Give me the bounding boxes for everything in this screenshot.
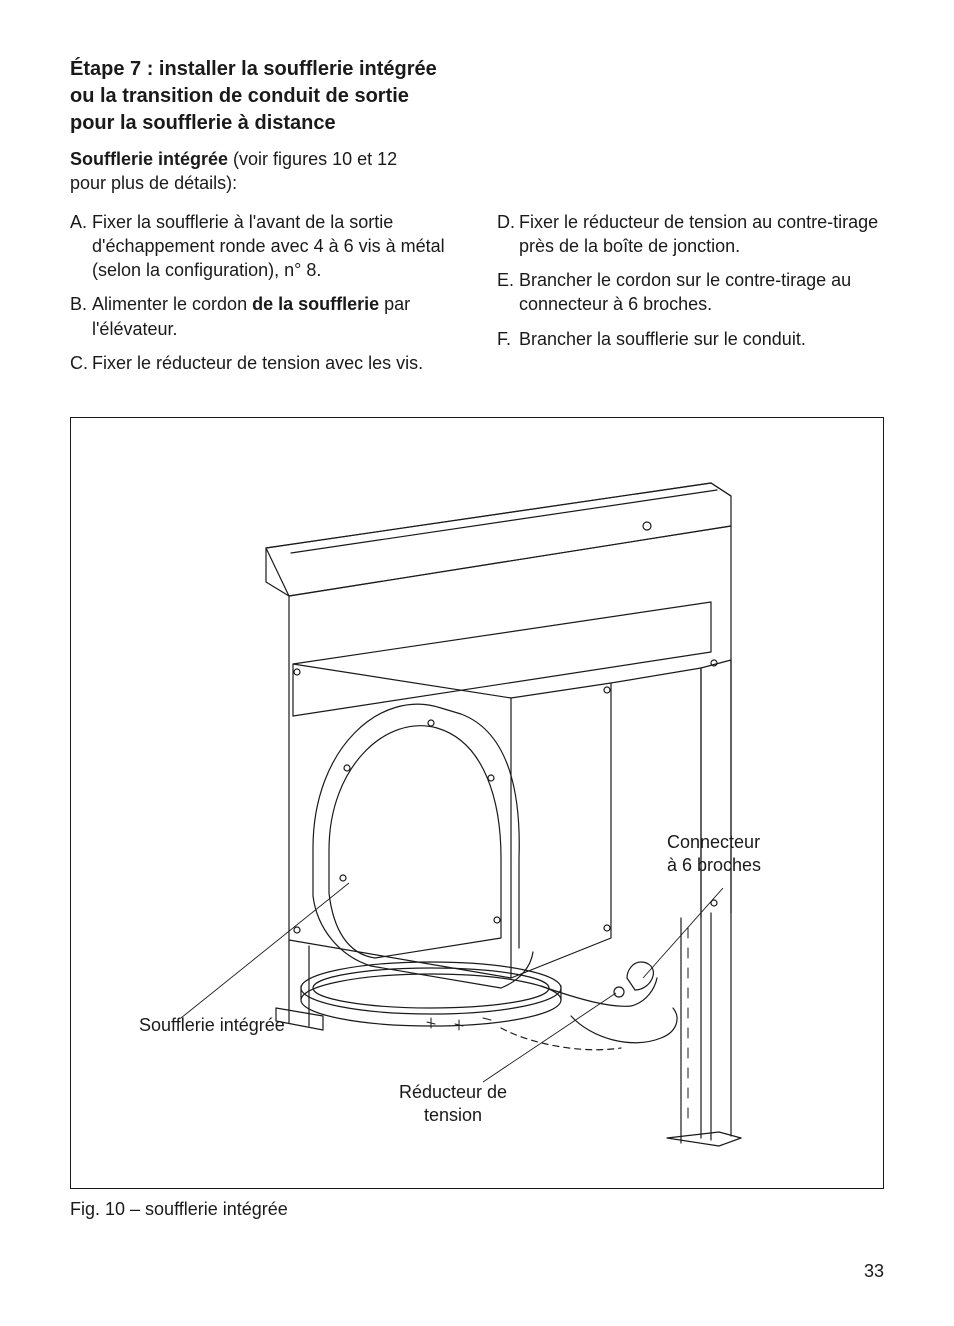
list-marker: B. (70, 292, 87, 316)
label-blower: Soufflerie intégrée (139, 1014, 285, 1037)
label-connector: Connecteur à 6 broches (667, 831, 761, 876)
list-right: D. Fixer le réducteur de tension au cont… (497, 210, 884, 351)
two-column-list: A. Fixer la soufflerie à l'avant de la s… (70, 210, 884, 386)
list-item: B. Alimenter le cordon de la soufflerie … (92, 292, 457, 341)
list-text: Fixer la soufflerie à l'avant de la sort… (92, 212, 445, 281)
label-line: tension (399, 1104, 507, 1127)
list-marker: E. (497, 268, 514, 292)
label-line: Réducteur de (399, 1082, 507, 1102)
label-line: Soufflerie intégrée (139, 1015, 285, 1035)
list-marker: A. (70, 210, 87, 234)
page-number: 33 (864, 1261, 884, 1282)
figure-10-box: Connecteur à 6 broches Soufflerie intégr… (70, 417, 884, 1189)
list-text: Brancher le cordon sur le contre-tirage … (519, 270, 851, 314)
list-item: A. Fixer la soufflerie à l'avant de la s… (92, 210, 457, 283)
list-text: Fixer le réducteur de tension au contre-… (519, 212, 878, 256)
list-text: Brancher la soufflerie sur le conduit. (519, 329, 806, 349)
blower-diagram (71, 418, 884, 1189)
list-text-bold: de la soufflerie (252, 294, 379, 314)
list-text-pre: Alimenter le cordon (92, 294, 252, 314)
label-line: à 6 broches (667, 855, 761, 875)
right-column: D. Fixer le réducteur de tension au cont… (497, 210, 884, 386)
intro-bold: Soufflerie intégrée (70, 149, 228, 169)
list-item: F. Brancher la soufflerie sur le conduit… (519, 327, 884, 351)
step-heading: Étape 7 : installer la soufflerie intégr… (70, 56, 440, 137)
list-item: E. Brancher le cordon sur le contre-tira… (519, 268, 884, 317)
list-marker: F. (497, 327, 511, 351)
list-marker: C. (70, 351, 88, 375)
list-text: Fixer le réducteur de tension avec les v… (92, 353, 423, 373)
left-column: A. Fixer la soufflerie à l'avant de la s… (70, 210, 457, 386)
label-reducer: Réducteur de tension (399, 1081, 507, 1126)
list-item: C. Fixer le réducteur de tension avec le… (92, 351, 457, 375)
list-item: D. Fixer le réducteur de tension au cont… (519, 210, 884, 259)
list-marker: D. (497, 210, 515, 234)
figure-caption: Fig. 10 – soufflerie intégrée (70, 1199, 884, 1220)
list-left: A. Fixer la soufflerie à l'avant de la s… (70, 210, 457, 376)
intro-paragraph: Soufflerie intégrée (voir figures 10 et … (70, 147, 430, 196)
label-line: Connecteur (667, 832, 760, 852)
